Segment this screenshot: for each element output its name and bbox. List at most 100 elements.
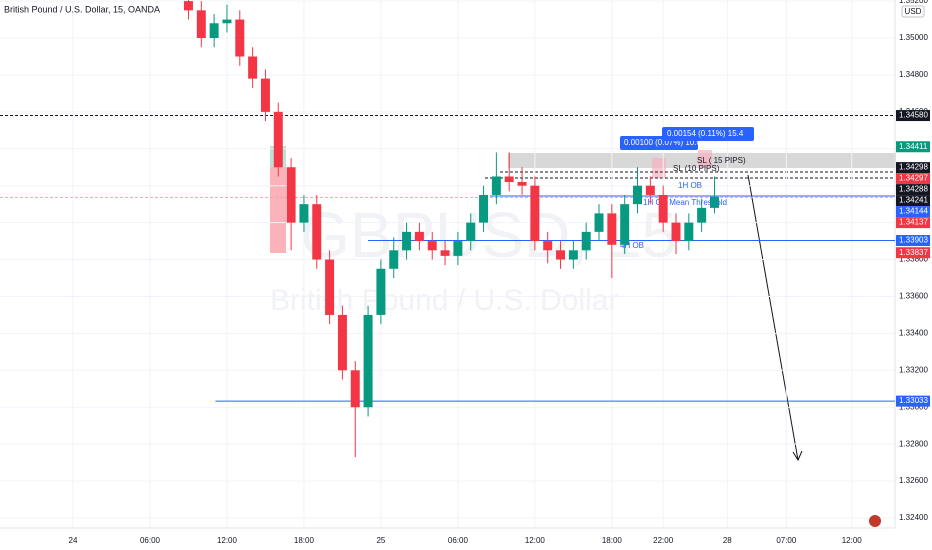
- candle-body: [440, 250, 450, 256]
- candle-body: [299, 204, 309, 223]
- candle-body: [491, 176, 501, 195]
- candle-body: [504, 176, 514, 183]
- candle-body: [350, 370, 360, 408]
- price-tag-label: 1.34241: [899, 196, 928, 205]
- measure-label: 0.00154 (0.11%) 15.4: [667, 129, 744, 138]
- x-tick-label: 06:00: [448, 536, 469, 545]
- price-tag: [896, 141, 930, 153]
- price-tag: [896, 195, 930, 207]
- price-tag-label: 1.34288: [899, 185, 928, 194]
- candle-body: [312, 204, 322, 260]
- candle-body: [414, 231, 424, 242]
- price-tag-label: 1.34137: [899, 218, 928, 227]
- candle-body: [248, 56, 258, 79]
- x-tick-label: 24: [69, 536, 78, 545]
- y-tick-label: 1.32600: [899, 476, 928, 485]
- candle-body: [196, 10, 206, 39]
- candle-body: [235, 19, 245, 57]
- y-tick-label: 1.33600: [899, 292, 928, 301]
- candle-body: [530, 185, 540, 242]
- x-tick-label: 18:00: [294, 536, 315, 545]
- price-tag: [896, 217, 930, 229]
- y-tick-label: 1.33800: [899, 255, 928, 264]
- candle-body: [543, 241, 553, 251]
- sl-box: [698, 150, 712, 168]
- price-tag-label: 1.34298: [899, 163, 928, 172]
- currency: USD: [905, 7, 922, 16]
- x-tick-label: 12:00: [525, 536, 546, 545]
- candle-body: [594, 213, 604, 232]
- candle-body: [581, 231, 591, 251]
- price-tag-label: 1.34580: [899, 111, 928, 120]
- price-tag-label: 1.33903: [899, 236, 928, 245]
- zones: [0, 0, 896, 528]
- candle-body: [709, 196, 719, 208]
- candle-body: [620, 204, 630, 245]
- price-tag: [896, 184, 930, 196]
- price-tag-label: 1.33837: [899, 248, 928, 257]
- candle-body: [209, 23, 219, 39]
- candle-body: [658, 194, 668, 223]
- measure-label: 0.00100 (0.07%) 10.0: [624, 138, 701, 147]
- ob-label: 1H OB Mean Threshold: [643, 198, 727, 207]
- candle-body: [479, 194, 489, 223]
- candle-body: [633, 185, 642, 205]
- x-tick-label: 12:00: [842, 536, 863, 545]
- candle-body: [183, 1, 193, 11]
- ob-label: 1H OB: [678, 181, 702, 190]
- y-tick-label: 1.35200: [899, 0, 928, 5]
- sl-box: [652, 158, 666, 178]
- candle-body: [568, 250, 578, 260]
- candle-body: [325, 259, 335, 315]
- candle-body: [337, 314, 347, 371]
- price-tag: [896, 206, 930, 218]
- x-tick-label: 07:00: [776, 536, 797, 545]
- candle-body: [684, 222, 694, 242]
- candle-body: [427, 241, 437, 251]
- candle-body: [363, 314, 373, 408]
- x-tick-label: 28: [723, 536, 732, 545]
- price-tag-label: 1.34297: [899, 174, 928, 183]
- candle-body: [402, 231, 412, 251]
- y-tick-label: 1.32800: [899, 439, 928, 448]
- measure-box: [662, 127, 754, 141]
- sl-label: SL ( 15 PIPS): [697, 156, 746, 165]
- price-tag-label: 1.33033: [899, 396, 928, 405]
- candle-body: [645, 185, 655, 195]
- y-tick-label: 1.35000: [899, 33, 928, 42]
- candle-body: [273, 111, 283, 168]
- chart-title: British Pound / U.S. Dollar, 15, OANDA: [4, 4, 160, 14]
- candle-body: [697, 207, 707, 223]
- candle-body: [389, 250, 399, 269]
- x-tick-label: 06:00: [140, 536, 161, 545]
- price-tag: [896, 162, 930, 174]
- currency-box: [901, 5, 925, 18]
- price-tag-label: 1.34144: [899, 207, 928, 216]
- candle-body: [607, 213, 617, 245]
- price-tag: [896, 247, 930, 259]
- y-tick-label: 1.33000: [899, 402, 928, 411]
- candle-body: [466, 222, 476, 242]
- x-tick-label: 18:00: [602, 536, 623, 545]
- position-stop: [270, 167, 286, 253]
- x-tick-label: 12:00: [217, 536, 238, 545]
- candle-body: [671, 222, 681, 242]
- price-tag-label: 1.34411: [899, 142, 928, 151]
- y-tick-label: 1.33200: [899, 365, 928, 374]
- x-tick-label: 25: [376, 536, 385, 545]
- price-tag: [896, 235, 930, 247]
- price-tag: [896, 395, 930, 407]
- candle-body: [286, 167, 296, 223]
- y-tick-label: 1.34800: [899, 70, 928, 79]
- y-tick-label: 1.33400: [899, 328, 928, 337]
- arrow-head: [792, 450, 803, 462]
- y-tick-label: 1.32400: [899, 513, 928, 522]
- flag-icon: [869, 515, 881, 527]
- watermark-sub: British Pound / U.S. Dollar: [270, 284, 618, 317]
- candle-body: [453, 241, 463, 256]
- x-tick-label: 22:00: [653, 536, 674, 545]
- candle-body: [260, 78, 270, 112]
